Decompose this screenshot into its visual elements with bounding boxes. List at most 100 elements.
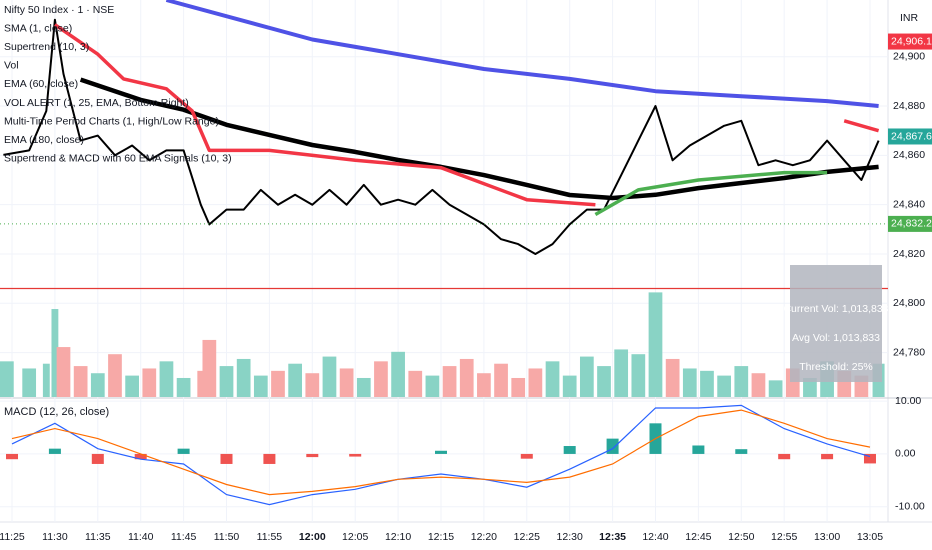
volume-bar [42,363,50,397]
x-tick-label: 12:25 [514,531,540,543]
x-tick-label: 12:00 [299,531,326,543]
x-tick-label: 11:35 [85,531,111,543]
histogram-bar [306,453,319,458]
volume-bar [700,370,714,397]
histogram-bar [863,453,876,464]
volume-bar [717,375,731,397]
volume-bar [614,349,629,397]
grid [0,0,888,522]
volume-bar [73,366,88,397]
histogram-bar [6,453,19,460]
histogram-bar [434,450,447,454]
volume-bar [202,339,217,397]
histogram-bar [349,453,362,457]
volume-bar [356,377,371,397]
price-tag [888,215,932,232]
x-tick-label: 12:50 [728,531,754,543]
macd-title: MACD (12, 26, close) [4,406,109,418]
macd-tick-label: 0.00 [895,448,916,460]
volume-box-text: Avg Vol: 1,013,833 [792,332,880,344]
volume-bar [442,366,457,397]
axes: 11:25 11:30 11:35 11:40 11:45 11:50 11:55 12:00… [0,33,932,543]
volume-bar [648,292,663,397]
volume-bar [562,375,577,397]
x-tick-label: 12:15 [428,531,454,543]
volume-bar [90,373,105,397]
x-tick-label: 12:05 [342,531,368,543]
y-tick-label: 24,840 [893,198,925,210]
price-pane [0,0,888,290]
y-tick-label: 24,820 [893,248,925,260]
x-tick-label: 11:50 [214,531,240,543]
x-tick-label: 11:40 [128,531,154,543]
volume-bar [751,373,766,397]
x-tick-label: 12:55 [771,531,797,543]
legend-entry: VOL ALERT (1, 25, EMA, Bottom Right) [4,97,189,109]
legend-entry: SMA (1, close) [4,22,72,34]
volume-bar [22,368,37,397]
volume-bar [579,356,594,397]
volume-bar [425,375,440,397]
volume-bar [197,370,205,397]
legend-entry: EMA (60, close) [4,78,78,90]
histogram-bar [48,448,61,454]
volume-bar [528,368,543,397]
histogram-bar [134,453,147,460]
x-tick-label: 11:45 [171,531,197,543]
volume-bar [511,377,526,397]
histogram-bar [177,448,190,454]
x-tick-label: 12:35 [599,531,626,543]
y-tick-label: 24,860 [893,149,925,161]
volume-bar [682,368,697,397]
volume-bar [51,309,59,397]
histogram-bar [563,446,576,454]
currency: INR [900,12,919,24]
volume-bar [0,361,14,397]
volume-bar [631,354,646,397]
legend-entry: Supertrend (10, 3) [4,41,89,53]
overlay: Nifty 50 Index · 1 · NSE SMA (1, close) Su… [4,4,889,382]
legend-entry: Vol [4,60,19,72]
volume-bar [142,368,157,397]
volume-bar [253,375,268,397]
x-tick-label: 12:45 [685,531,711,543]
y-tick-label: 24,880 [893,100,925,112]
volume-box-text: Current Vol: 1,013,833 [783,303,888,315]
x-tick-label: 12:10 [385,531,411,543]
histogram-bar [692,445,705,454]
x-tick-label: 12:20 [471,531,497,543]
indicator-line [165,0,879,108]
x-tick-label: 11:25 [0,531,25,543]
macd-pane: MACD (12, 26, close) [4,404,876,506]
price-tag [888,33,932,50]
price-tag [888,128,932,145]
y-tick-label: 24,780 [893,346,925,358]
volume-bar [768,380,783,397]
x-tick-label: 11:30 [42,531,68,543]
macd-tick-label: -10.00 [895,500,925,512]
y-tick-label: 24,800 [893,297,925,309]
volume-bar [545,361,560,397]
indicator-line [3,18,880,255]
volume-bar [803,377,817,397]
legend-entry: Multi-Time Period Charts (1, High/Low Ra… [4,115,219,127]
volume-bar [271,370,285,397]
volume-bar [108,354,122,397]
volume-bar [734,366,749,397]
macd-line [11,404,871,506]
x-tick-label: 11:55 [257,531,283,543]
price-tag-label: 24,867.65 [891,130,932,142]
x-tick-label: 12:40 [642,531,668,543]
volume-bar [236,358,251,397]
volume-bar [477,373,491,397]
x-tick-label: 13:05 [857,531,883,543]
volume-bar [391,351,405,397]
macd-tick-label: 10.00 [895,395,921,407]
volume-bar [288,363,303,397]
volume-pane [0,292,885,397]
histogram-bar [778,453,791,460]
volume-bar [459,358,474,397]
volume-bar [339,368,354,397]
